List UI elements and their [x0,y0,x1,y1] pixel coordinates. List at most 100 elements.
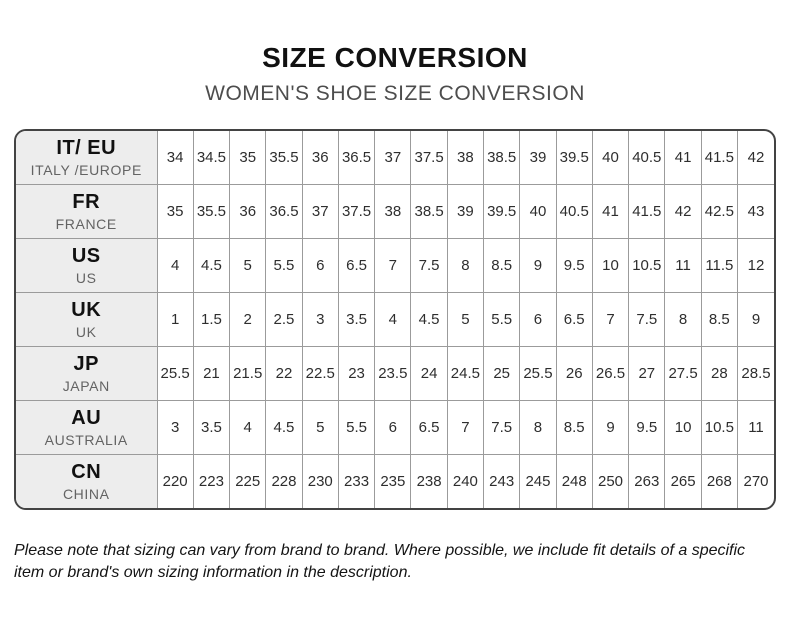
size-cell: 38.5 [483,131,521,185]
table-row-uk: UK UK 1 1.5 2 2.5 3 3.5 4 4.5 5 5.5 6 6.5 7 7.5 8 8.5 9 [16,292,774,347]
row-header-fr: FR FRANCE [16,184,158,239]
size-cell: 223 [193,454,231,508]
size-cell: 41 [664,131,702,185]
size-cell: 24 [410,346,448,401]
size-cell: 3.5 [193,400,231,455]
row-region: JAPAN [62,378,110,394]
size-cell: 40 [519,184,557,239]
row-code: JP [73,353,99,375]
size-cell: 11 [737,400,774,455]
size-cell: 41.5 [628,184,666,239]
table-row-us: US US 4 4.5 5 5.5 6 6.5 7 7.5 8 8.5 9 9.5 10 10.5 11 11.5… [16,238,774,293]
size-cell: 7.5 [483,400,521,455]
size-cell: 39 [519,131,557,185]
size-cell: 3 [157,400,194,455]
table-row-fr: FR FRANCE 35 35.5 36 36.5 37 37.5 38 38.5 39 39.5 40… [16,184,774,239]
size-cell: 22 [265,346,303,401]
size-cell: 245 [519,454,557,508]
size-cell: 35.5 [265,131,303,185]
size-cell: 9 [737,292,774,347]
size-cell: 1 [157,292,194,347]
size-cell: 243 [483,454,521,508]
size-cell: 6 [302,238,339,293]
size-cell: 9 [519,238,557,293]
size-cell: 37.5 [338,184,376,239]
row-region: FRANCE [55,216,117,232]
size-cell: 34 [157,131,194,185]
size-cell: 23.5 [374,346,412,401]
size-cell: 25 [483,346,521,401]
size-cell: 248 [556,454,593,508]
size-cell: 230 [302,454,339,508]
size-cell: 2.5 [265,292,303,347]
size-cell: 5 [302,400,339,455]
size-cell: 220 [157,454,194,508]
size-cell: 5 [447,292,485,347]
size-cell: 41 [592,184,630,239]
size-cell: 9.5 [628,400,666,455]
size-cell: 263 [628,454,666,508]
size-cell: 40.5 [628,131,666,185]
row-code: UK [71,299,102,321]
size-cell: 34.5 [193,131,231,185]
size-cell: 4 [157,238,194,293]
size-cell: 10.5 [628,238,666,293]
size-cell: 240 [447,454,485,508]
row-header-us: US US [16,238,158,293]
size-cell: 7 [374,238,412,293]
row-code: IT/ EU [56,137,117,159]
size-cell: 25.5 [157,346,194,401]
size-cell: 4.5 [193,238,231,293]
size-cell: 11.5 [701,238,739,293]
size-cell: 235 [374,454,412,508]
size-cell: 36 [302,131,339,185]
size-cell: 8.5 [556,400,593,455]
size-cell: 25.5 [519,346,557,401]
size-cell: 36 [229,184,267,239]
row-header-jp: JP JAPAN [16,346,158,401]
size-cell: 10 [592,238,630,293]
size-cell: 4 [229,400,267,455]
table-row-cn: CN CHINA 220 223 225 228 230 233 235 238 240 243 245… [16,454,774,508]
size-cell: 8.5 [701,292,739,347]
size-cell: 238 [410,454,448,508]
size-cell: 7 [447,400,485,455]
row-code: FR [72,191,101,213]
size-conversion-table-frame: IT/ EU ITALY /EUROPE 34 34.5 35 35.5 36 36.5 37 3… [14,129,776,510]
size-cell: 22.5 [302,346,339,401]
size-cell: 27 [628,346,666,401]
size-cell: 7.5 [628,292,666,347]
size-cell: 270 [743,473,769,490]
size-cell: 11 [664,238,702,293]
row-header-au: AU AUSTRALIA [16,400,158,455]
size-cell: 6.5 [556,292,593,347]
size-cell: 8 [519,400,557,455]
size-conversion-page: SIZE CONVERSION WOMEN'S SHOE SIZE CONVER… [14,42,776,581]
size-cell: 35 [229,131,267,185]
size-cell: 36.5 [265,184,303,239]
table-row-jp: JP JAPAN 25.5 21 21.5 22 22.5 23 23.5 24 24.5 25 25.… [16,346,774,401]
size-cell: 2 [229,292,267,347]
size-cell: 37.5 [410,131,448,185]
size-cell: 10 [664,400,702,455]
size-cell: 3.5 [338,292,376,347]
row-header-uk: UK UK [16,292,158,347]
size-cell: 233 [338,454,376,508]
size-cell: 9 [592,400,630,455]
size-cell: 7.5 [410,238,448,293]
size-cell: 3 [302,292,339,347]
size-cell: 38.5 [410,184,448,239]
size-cell: 23 [338,346,376,401]
row-header-it-eu: IT/ EU ITALY /EUROPE [16,131,158,185]
row-code: AU [71,407,102,429]
size-cell: 38 [374,184,412,239]
size-cell: 42 [664,184,702,239]
size-cell: 12 [737,238,774,293]
size-cell: 7 [592,292,630,347]
size-cell: 4.5 [410,292,448,347]
size-cell: 9.5 [556,238,593,293]
row-region: UK [75,324,97,340]
size-cell: 5.5 [265,238,303,293]
row-code: US [71,245,101,267]
size-cell: 6.5 [338,238,376,293]
